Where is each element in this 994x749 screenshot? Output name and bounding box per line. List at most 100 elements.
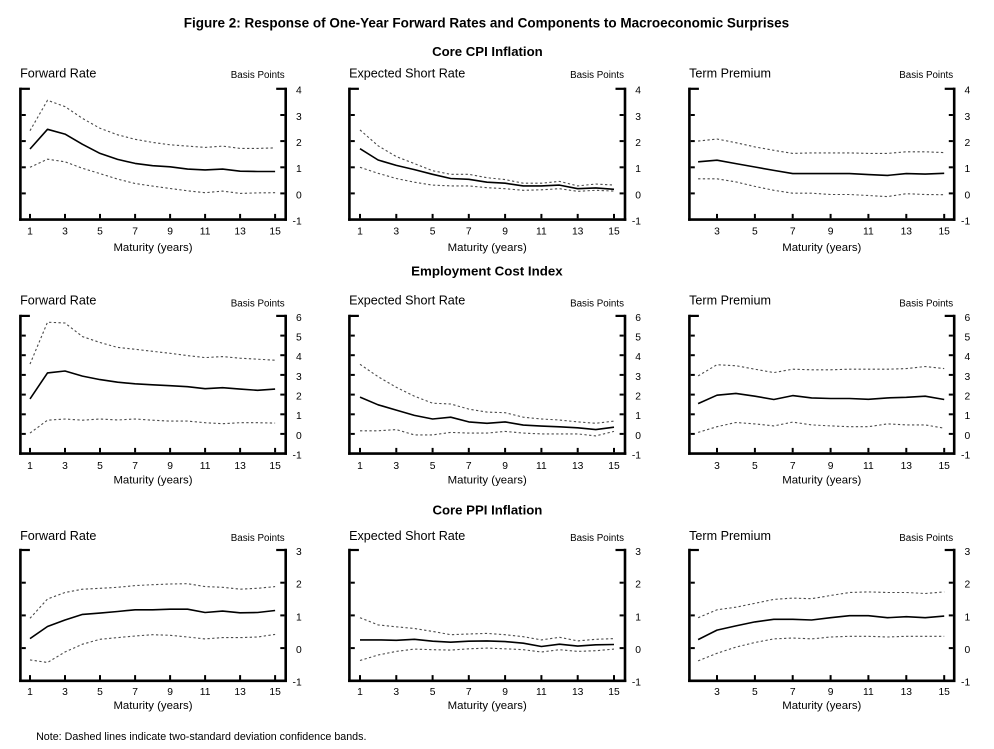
svg-text:7: 7 (790, 461, 796, 472)
svg-text:Maturity (years): Maturity (years) (113, 474, 192, 486)
svg-text:0: 0 (635, 190, 641, 201)
svg-text:3: 3 (296, 112, 302, 123)
svg-text:3: 3 (393, 461, 399, 472)
svg-text:13: 13 (901, 687, 913, 698)
svg-text:6: 6 (964, 313, 970, 324)
svg-text:Basis Points: Basis Points (570, 298, 624, 309)
svg-text:Forward Rate: Forward Rate (20, 293, 96, 307)
svg-text:Basis Points: Basis Points (231, 70, 285, 81)
svg-text:-1: -1 (632, 217, 641, 228)
svg-text:13: 13 (572, 687, 584, 698)
svg-text:7: 7 (132, 687, 138, 698)
svg-text:9: 9 (828, 226, 834, 237)
svg-text:Maturity (years): Maturity (years) (782, 700, 861, 712)
svg-text:3: 3 (964, 112, 970, 123)
svg-text:Core PPI Inflation: Core PPI Inflation (432, 503, 542, 518)
svg-text:Term Premium: Term Premium (689, 293, 771, 307)
svg-text:0: 0 (296, 190, 302, 201)
svg-text:1: 1 (27, 461, 33, 472)
svg-text:Expected Short Rate: Expected Short Rate (349, 529, 465, 543)
svg-text:3: 3 (714, 687, 720, 698)
svg-text:6: 6 (635, 313, 641, 324)
svg-text:4: 4 (635, 86, 641, 97)
svg-text:9: 9 (828, 461, 834, 472)
svg-text:2: 2 (635, 580, 641, 591)
svg-text:5: 5 (97, 461, 103, 472)
svg-text:2: 2 (296, 392, 302, 403)
svg-text:1: 1 (964, 411, 970, 422)
svg-text:5: 5 (964, 333, 970, 344)
svg-text:4: 4 (964, 352, 970, 363)
svg-text:-1: -1 (293, 217, 302, 228)
svg-text:11: 11 (536, 687, 547, 698)
svg-text:9: 9 (502, 461, 508, 472)
svg-text:13: 13 (234, 226, 246, 237)
svg-text:15: 15 (938, 461, 950, 472)
svg-text:7: 7 (132, 226, 138, 237)
svg-text:1: 1 (27, 226, 33, 237)
svg-text:15: 15 (608, 226, 620, 237)
svg-text:15: 15 (938, 226, 950, 237)
svg-text:3: 3 (714, 226, 720, 237)
svg-text:Maturity (years): Maturity (years) (448, 700, 527, 712)
svg-text:5: 5 (97, 687, 103, 698)
svg-text:15: 15 (269, 687, 281, 698)
svg-text:11: 11 (200, 461, 211, 472)
svg-text:13: 13 (901, 226, 913, 237)
svg-text:11: 11 (863, 687, 874, 698)
svg-text:5: 5 (752, 687, 758, 698)
svg-text:11: 11 (863, 461, 874, 472)
svg-text:1: 1 (635, 411, 641, 422)
svg-text:1: 1 (296, 411, 302, 422)
svg-text:13: 13 (901, 461, 913, 472)
svg-text:Basis Points: Basis Points (899, 70, 953, 81)
svg-text:11: 11 (536, 226, 547, 237)
svg-text:9: 9 (167, 687, 173, 698)
svg-text:7: 7 (466, 687, 472, 698)
svg-text:13: 13 (572, 461, 584, 472)
svg-text:5: 5 (97, 226, 103, 237)
svg-text:4: 4 (964, 86, 970, 97)
svg-text:-1: -1 (961, 678, 970, 689)
svg-text:2: 2 (296, 138, 302, 149)
svg-text:Maturity (years): Maturity (years) (782, 242, 861, 254)
svg-text:Basis Points: Basis Points (899, 298, 953, 309)
svg-text:0: 0 (964, 431, 970, 442)
svg-text:4: 4 (296, 86, 302, 97)
svg-text:7: 7 (790, 687, 796, 698)
svg-text:11: 11 (536, 461, 547, 472)
svg-text:3: 3 (62, 226, 68, 237)
svg-text:1: 1 (296, 612, 302, 623)
svg-text:3: 3 (635, 372, 641, 383)
svg-text:3: 3 (296, 547, 302, 558)
svg-text:Basis Points: Basis Points (570, 533, 624, 544)
svg-text:5: 5 (752, 461, 758, 472)
svg-text:5: 5 (635, 333, 641, 344)
svg-text:Basis Points: Basis Points (570, 70, 624, 81)
svg-text:15: 15 (608, 461, 620, 472)
svg-text:5: 5 (430, 461, 436, 472)
svg-text:3: 3 (635, 547, 641, 558)
svg-text:11: 11 (200, 687, 211, 698)
svg-text:1: 1 (296, 164, 302, 175)
svg-text:2: 2 (964, 580, 970, 591)
svg-text:Term Premium: Term Premium (689, 67, 771, 81)
svg-text:3: 3 (714, 461, 720, 472)
svg-text:13: 13 (234, 687, 246, 698)
svg-text:3: 3 (296, 372, 302, 383)
svg-text:0: 0 (296, 645, 302, 656)
svg-text:0: 0 (635, 431, 641, 442)
svg-text:Core CPI Inflation: Core CPI Inflation (432, 44, 543, 59)
svg-text:13: 13 (572, 226, 584, 237)
svg-text:15: 15 (938, 687, 950, 698)
svg-text:7: 7 (132, 461, 138, 472)
svg-text:-1: -1 (961, 217, 970, 228)
svg-text:5: 5 (752, 226, 758, 237)
svg-text:5: 5 (430, 226, 436, 237)
svg-text:1: 1 (357, 226, 363, 237)
svg-text:Employment Cost Index: Employment Cost Index (411, 263, 563, 278)
svg-text:1: 1 (964, 612, 970, 623)
svg-text:Basis Points: Basis Points (899, 533, 953, 544)
svg-text:3: 3 (964, 547, 970, 558)
svg-text:9: 9 (167, 226, 173, 237)
